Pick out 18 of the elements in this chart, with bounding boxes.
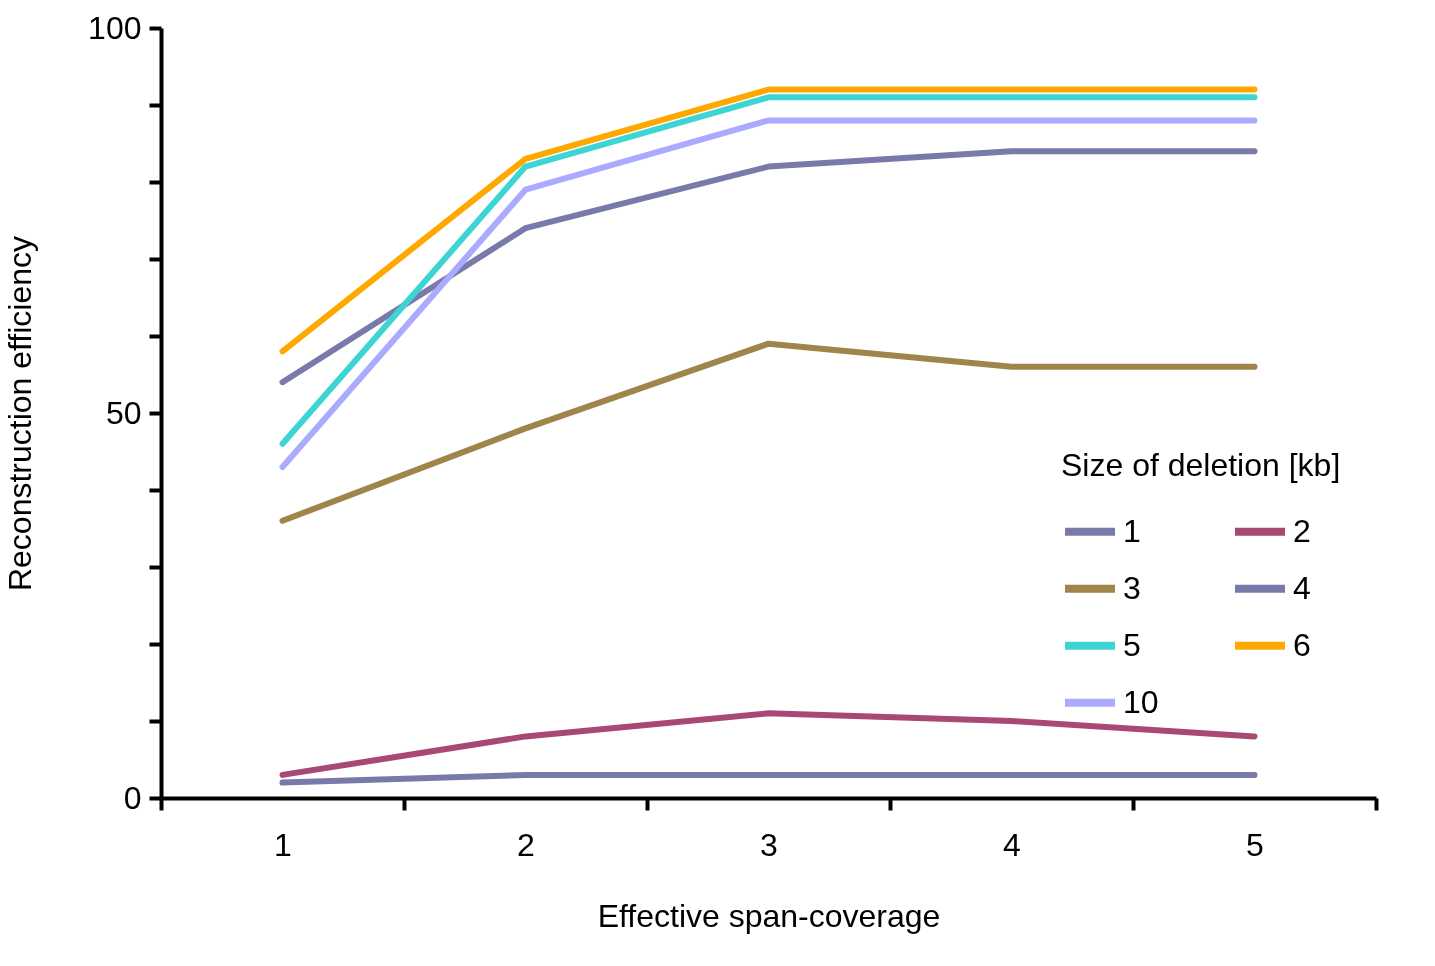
y-tick-label: 100: [88, 9, 142, 46]
y-tick-label: 0: [123, 779, 142, 816]
legend-label: 5: [1123, 626, 1141, 663]
x-tick-label: 1: [274, 826, 292, 863]
legend-label: 4: [1293, 569, 1311, 606]
legend-label: 3: [1123, 569, 1141, 606]
legend-label: 6: [1293, 626, 1311, 663]
x-tick-label: 3: [760, 826, 778, 863]
y-axis-title: Reconstruction efficiency: [2, 235, 39, 592]
legend-title: Size of deletion [kb]: [1061, 446, 1341, 483]
x-tick-label: 4: [1003, 826, 1021, 863]
y-tick-label: 50: [105, 394, 142, 431]
legend-label: 1: [1123, 512, 1141, 549]
legend-label: 2: [1293, 512, 1311, 549]
x-tick-label: 5: [1246, 826, 1264, 863]
x-axis-title: Effective span-coverage: [597, 897, 941, 934]
x-tick-label: 2: [517, 826, 535, 863]
legend-label: 10: [1123, 683, 1159, 720]
